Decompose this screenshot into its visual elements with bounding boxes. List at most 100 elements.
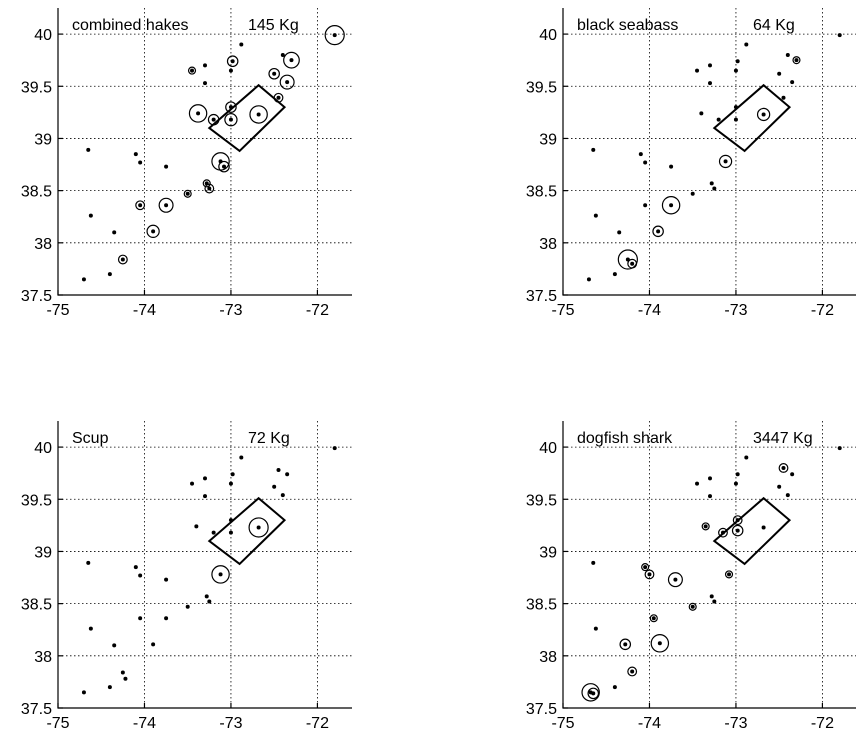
station-dot xyxy=(123,676,128,681)
station-dot xyxy=(203,476,207,481)
x-tick-label: -73 xyxy=(219,302,242,319)
y-tick-label: 38 xyxy=(34,649,52,666)
station-dot xyxy=(623,642,628,647)
catch-circle xyxy=(279,74,295,90)
y-tick-label: 37.5 xyxy=(21,288,52,305)
x-tick-label: -72 xyxy=(811,715,834,732)
catch-circle xyxy=(204,183,215,194)
station-dot xyxy=(712,599,717,604)
catch-circle xyxy=(718,154,733,169)
panel-total: 145 Kg xyxy=(248,17,299,34)
station-dot xyxy=(207,186,212,191)
x-tick-label: -75 xyxy=(46,302,69,319)
station-dot xyxy=(651,616,656,621)
panel-total: 72 Kg xyxy=(248,430,290,447)
station-dot xyxy=(185,191,190,196)
station-dot xyxy=(673,577,678,582)
station-dot xyxy=(332,446,337,451)
axis-frame xyxy=(57,8,352,296)
catch-circle xyxy=(792,56,801,65)
station-dot xyxy=(164,164,169,169)
x-tick-label: -74 xyxy=(133,715,156,732)
station-dot xyxy=(222,164,227,169)
station-dot xyxy=(88,626,93,631)
station-dot xyxy=(630,261,635,266)
station-dot xyxy=(617,230,622,235)
y-tick-label: 37.5 xyxy=(21,701,52,718)
catch-circle xyxy=(587,687,600,700)
study-area-box xyxy=(207,496,287,566)
catch-circle xyxy=(627,666,638,677)
station-dot xyxy=(88,213,93,218)
station-dot xyxy=(790,472,795,477)
station-dot xyxy=(239,455,244,460)
catch-circle xyxy=(667,572,683,588)
station-dot xyxy=(733,105,738,110)
station-dot xyxy=(781,465,786,470)
y-tick-label: 40 xyxy=(34,27,52,44)
y-tick-label: 38.5 xyxy=(21,184,52,201)
y-tick-label: 39 xyxy=(539,544,557,561)
station-dot xyxy=(781,95,786,100)
axis-frame xyxy=(57,421,352,709)
station-dot xyxy=(280,493,285,498)
station-dot xyxy=(164,203,169,208)
y-tick-label: 39.5 xyxy=(21,492,52,509)
catch-circle xyxy=(146,224,160,238)
catch-circle xyxy=(778,463,789,473)
catch-circle xyxy=(732,515,743,526)
station-dot xyxy=(733,481,738,486)
station-dot xyxy=(744,455,749,460)
catch-circle xyxy=(650,634,670,653)
panel-title: black seabass xyxy=(577,17,678,34)
catch-circle xyxy=(117,254,128,265)
station-dot xyxy=(777,484,782,489)
station-dot xyxy=(86,560,91,565)
y-tick-label: 38 xyxy=(539,236,557,253)
station-dot xyxy=(112,643,117,648)
y-tick-label: 39 xyxy=(34,544,52,561)
catch-circle xyxy=(731,524,744,537)
x-tick-label: -75 xyxy=(46,715,69,732)
station-dot xyxy=(190,481,195,486)
catch-circle xyxy=(211,565,230,584)
station-dot xyxy=(591,147,596,152)
station-dot xyxy=(164,616,169,621)
station-dot xyxy=(690,604,695,609)
catch-circle xyxy=(224,113,238,127)
station-dot xyxy=(695,481,700,486)
station-dot xyxy=(735,472,740,477)
catch-circle xyxy=(701,522,710,531)
station-dot xyxy=(86,147,91,152)
y-tick-label: 40 xyxy=(539,440,557,457)
station-dot xyxy=(785,493,790,498)
catch-circle xyxy=(652,225,664,238)
panel-total: 3447 Kg xyxy=(753,430,813,447)
y-tick-label: 39 xyxy=(34,131,52,148)
catch-circle xyxy=(283,51,300,69)
station-dot xyxy=(716,117,721,122)
station-dot xyxy=(203,494,207,499)
x-tick-label: -74 xyxy=(638,715,661,732)
catch-circle xyxy=(273,92,284,103)
y-tick-label: 38 xyxy=(539,649,557,666)
x-tick-label: -74 xyxy=(638,302,661,319)
station-dot xyxy=(727,572,732,577)
station-dot xyxy=(723,159,728,164)
x-tick-label: -72 xyxy=(306,302,329,319)
station-dot xyxy=(591,691,596,696)
x-tick-label: -72 xyxy=(811,302,834,319)
station-dot xyxy=(643,565,648,570)
station-dot xyxy=(81,690,86,695)
station-dot xyxy=(656,229,661,234)
station-dot xyxy=(593,213,598,218)
station-dot xyxy=(612,272,617,277)
panel-dogfish-shark: -75 -74 -73 -72 37.5 38 38.5 39 39.5 40 dogfish sh… xyxy=(526,421,856,732)
station-dot xyxy=(777,71,782,76)
catch-circle xyxy=(324,25,345,46)
station-dot xyxy=(107,685,112,690)
station-dot xyxy=(276,468,281,473)
station-dot xyxy=(107,272,112,277)
catch-circle xyxy=(619,638,632,651)
